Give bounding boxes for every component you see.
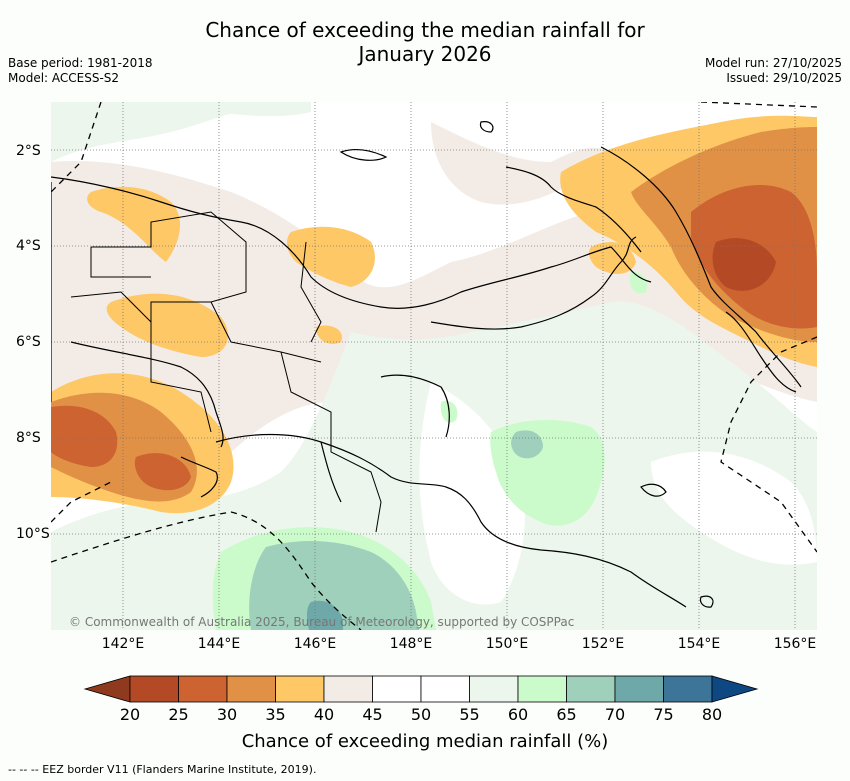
colorbar-tick-label: 75 [653, 705, 673, 724]
colorbar-bin [420, 675, 470, 703]
lon-label-152e: 152°E [581, 636, 625, 652]
lat-label-4s: 4°S [16, 238, 41, 254]
lon-label-156e: 156°E [773, 636, 817, 652]
model-name: Model: ACCESS-S2 [8, 71, 120, 85]
colorbar-tick-label: 45 [362, 705, 382, 724]
colorbar-bin [323, 675, 373, 703]
colorbar-tick-label: 80 [702, 705, 722, 724]
colorbar: 20 25 30 35 40 45 50 55 60 65 70 75 80 [83, 675, 759, 724]
colorbar-bin [469, 675, 519, 703]
province-borders [70, 211, 382, 533]
eez-borders [51, 102, 817, 630]
copyright-notice: © Commonwealth of Australia 2025, Bureau… [69, 615, 574, 629]
graticule [51, 102, 817, 630]
lon-label-150e: 150°E [485, 636, 529, 652]
colorbar-tick-label: 50 [411, 705, 431, 724]
colorbar-tick-label: 55 [459, 705, 479, 724]
model-run: Model run: 27/10/2025 [704, 56, 842, 70]
colorbar-extend-high [711, 675, 759, 703]
colorbar-tick-label: 25 [168, 705, 188, 724]
rainfall-map: © Commonwealth of Australia 2025, Bureau… [51, 102, 817, 630]
colorbar-bin [178, 675, 228, 703]
colorbar-bin [226, 675, 276, 703]
colorbar-extend-low [83, 675, 131, 703]
lon-label-146e: 146°E [293, 636, 337, 652]
colorbar-tick-label: 20 [120, 705, 140, 724]
title-line-1: Chance of exceeding the median rainfall … [205, 18, 645, 42]
base-period: Base period: 1981-2018 [8, 56, 153, 70]
lat-label-6s: 6°S [16, 334, 41, 350]
colorbar-label: Chance of exceeding median rainfall (%) [241, 731, 609, 752]
colorbar-bin [663, 675, 713, 703]
colorbar-bin [275, 675, 325, 703]
colorbar-bin [614, 675, 664, 703]
eez-legend: -- -- -- EEZ border V11 (Flanders Marine… [8, 763, 317, 776]
issued-date: Issued: 29/10/2025 [726, 71, 842, 85]
colorbar-tick-label: 40 [314, 705, 334, 724]
lat-label-2s: 2°S [16, 143, 41, 159]
colorbar-tick-label: 60 [508, 705, 528, 724]
colorbar-bin [566, 675, 616, 703]
colorbar-bin [372, 675, 422, 703]
lon-label-154e: 154°E [677, 636, 721, 652]
colorbar-tick-label: 65 [556, 705, 576, 724]
title-line-2: January 2026 [358, 42, 492, 66]
colorbar-bin [129, 675, 179, 703]
colorbar-tick-label: 30 [217, 705, 237, 724]
coastlines [51, 121, 802, 608]
model-info: Base period: 1981-2018 Model: ACCESS-S2 [8, 56, 153, 86]
colorbar-tick-label: 70 [605, 705, 625, 724]
map-title: Chance of exceeding the median rainfall … [0, 18, 850, 66]
colorbar-tick-label: 35 [265, 705, 285, 724]
run-info: Model run: 27/10/2025 Issued: 29/10/2025 [705, 56, 842, 86]
lon-label-144e: 144°E [197, 636, 241, 652]
probability-shading [51, 102, 817, 630]
lat-label-8s: 8°S [16, 430, 41, 446]
lon-label-148e: 148°E [389, 636, 433, 652]
lat-label-10s: 10°S [16, 526, 50, 542]
lon-label-142e: 142°E [101, 636, 145, 652]
colorbar-bin [517, 675, 567, 703]
